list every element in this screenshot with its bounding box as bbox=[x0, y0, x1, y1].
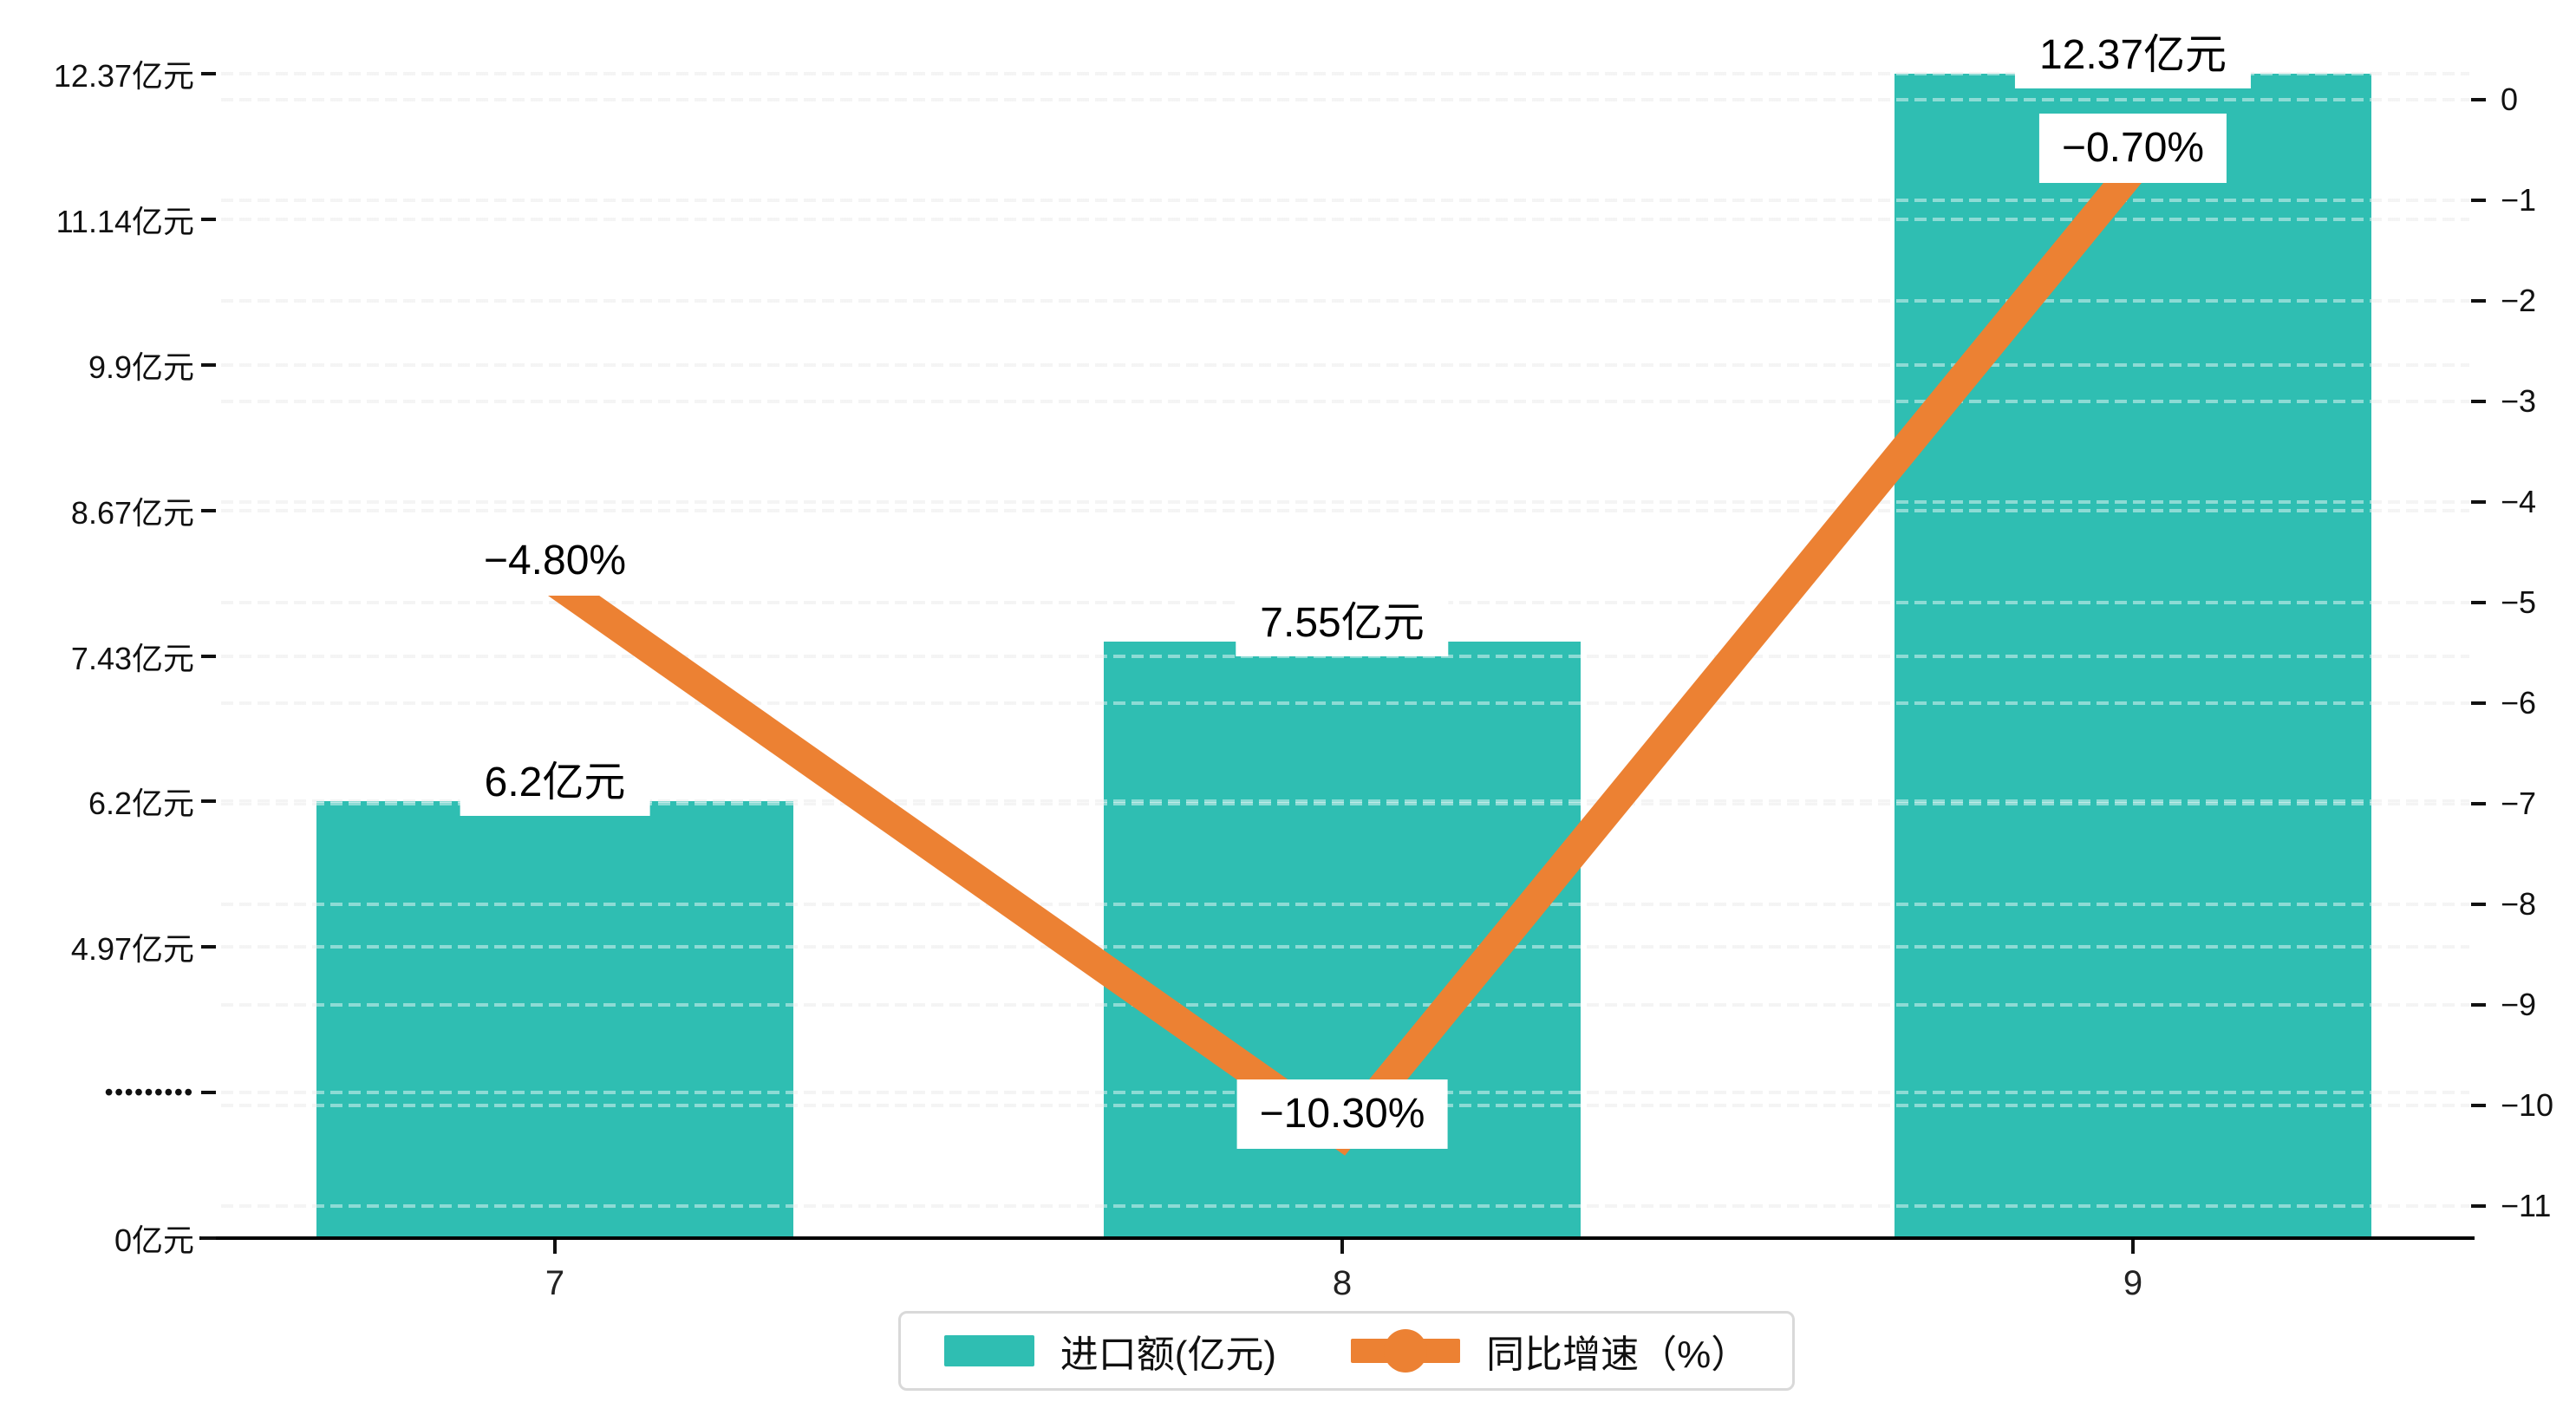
right-axis-tick bbox=[2471, 500, 2486, 504]
right-axis-tick-label: −2 bbox=[2501, 283, 2537, 318]
gridline bbox=[221, 362, 2469, 367]
gridline-overlay bbox=[221, 799, 2469, 804]
gridline bbox=[221, 72, 2469, 75]
gridline-overlay bbox=[221, 1204, 2469, 1208]
left-axis-tick bbox=[201, 1236, 216, 1240]
legend-item-growth-rate[interactable]: 同比增速（%） bbox=[1351, 1323, 1749, 1379]
left-axis-tick-label: 9.9亿元 bbox=[88, 349, 194, 385]
right-axis-tick bbox=[2471, 299, 2486, 303]
left-axis-tick-label: 8.67亿元 bbox=[70, 494, 194, 531]
right-axis-tick-label: −10 bbox=[2501, 1087, 2554, 1123]
gridline-overlay bbox=[221, 500, 2469, 504]
left-axis-tick bbox=[201, 945, 216, 949]
gridline bbox=[221, 400, 2469, 403]
bar-swatch-icon bbox=[943, 1335, 1034, 1366]
left-axis-tick-label: 6.2亿元 bbox=[88, 786, 194, 822]
x-axis-tick bbox=[1340, 1240, 1344, 1254]
x-axis-tick bbox=[553, 1240, 557, 1254]
left-axis-tick bbox=[201, 508, 216, 512]
right-axis-tick bbox=[2471, 601, 2486, 604]
legend-label-growth-rate: 同比增速（%） bbox=[1486, 1333, 1750, 1376]
legend: 进口额(亿元) 同比增速（%） bbox=[898, 1311, 1795, 1391]
gridline bbox=[221, 299, 2469, 303]
gridline-overlay bbox=[221, 508, 2469, 512]
left-axis-tick bbox=[201, 217, 216, 221]
bar-value-label: 6.2亿元 bbox=[460, 750, 650, 817]
right-axis-tick-label: −1 bbox=[2501, 182, 2537, 218]
line-value-label: −0.70% bbox=[2038, 114, 2227, 184]
gridline-overlay bbox=[221, 802, 2469, 805]
x-axis-category-label: 7 bbox=[545, 1264, 565, 1302]
left-axis-tick bbox=[201, 1091, 216, 1095]
gridline-overlay bbox=[221, 701, 2469, 705]
right-axis-tick-label: −11 bbox=[2501, 1188, 2552, 1223]
gridline bbox=[221, 217, 2469, 221]
gridline-overlay bbox=[221, 1003, 2469, 1007]
gridline bbox=[221, 98, 2469, 101]
left-axis-tick-label: 4.97亿元 bbox=[70, 931, 194, 968]
left-axis-tick bbox=[201, 799, 216, 804]
bar-month-9 bbox=[1895, 74, 2371, 1238]
line-value-label: −10.30% bbox=[1236, 1079, 1448, 1149]
gridline-overlay bbox=[221, 903, 2469, 906]
left-axis-tick bbox=[201, 362, 216, 367]
line-value-label: −4.80% bbox=[460, 525, 649, 596]
x-axis-line bbox=[199, 1236, 2475, 1240]
right-axis-tick-label: −5 bbox=[2501, 584, 2537, 620]
right-axis-tick bbox=[2471, 802, 2486, 805]
right-axis-tick bbox=[2471, 903, 2486, 906]
gridline-overlay bbox=[221, 217, 2469, 221]
right-axis-tick bbox=[2471, 1003, 2486, 1007]
bar-value-label: 12.37亿元 bbox=[2014, 23, 2252, 88]
gridline-overlay bbox=[221, 945, 2469, 949]
right-axis-tick-label: −8 bbox=[2501, 886, 2537, 922]
x-axis-category-label: 9 bbox=[2123, 1264, 2143, 1302]
line-marker-icon bbox=[1351, 1339, 1461, 1363]
bar-value-label: 7.55亿元 bbox=[1236, 590, 1449, 657]
right-axis-tick-label: 0 bbox=[2501, 82, 2519, 117]
right-axis-tick bbox=[2471, 199, 2486, 202]
right-axis-tick bbox=[2471, 98, 2486, 101]
left-axis-tick-label: 7.43亿元 bbox=[70, 640, 194, 676]
right-axis-tick bbox=[2471, 400, 2486, 403]
right-axis-tick-label: −7 bbox=[2501, 786, 2537, 821]
right-axis-tick bbox=[2471, 1204, 2486, 1208]
right-axis-tick-label: −6 bbox=[2501, 685, 2537, 721]
legend-label-import-value: 进口额(亿元) bbox=[1060, 1333, 1277, 1376]
left-axis-tick-label: 0亿元 bbox=[114, 1223, 194, 1258]
gridline-overlay bbox=[221, 72, 2469, 75]
gridline-overlay bbox=[221, 400, 2469, 403]
bar-month-7 bbox=[316, 801, 793, 1238]
right-axis-tick-label: −4 bbox=[2501, 484, 2537, 519]
right-axis-tick bbox=[2471, 701, 2486, 705]
x-axis-tick bbox=[2131, 1240, 2135, 1254]
gridline bbox=[221, 508, 2469, 512]
left-axis-tick bbox=[201, 72, 216, 75]
right-axis-tick-label: −9 bbox=[2501, 987, 2537, 1022]
gridline-overlay bbox=[221, 98, 2469, 101]
left-axis-tick-label: ••••••••• bbox=[104, 1079, 194, 1105]
right-axis-tick-label: −3 bbox=[2501, 383, 2537, 419]
left-axis-tick-label: 11.14亿元 bbox=[55, 203, 194, 239]
x-axis-category-label: 8 bbox=[1332, 1264, 1353, 1302]
left-axis-tick-label: 12.37亿元 bbox=[53, 58, 194, 94]
legend-item-import-value[interactable]: 进口额(亿元) bbox=[943, 1323, 1277, 1379]
right-axis-tick bbox=[2471, 1104, 2486, 1107]
gridline bbox=[221, 199, 2469, 202]
left-axis-tick bbox=[201, 654, 216, 658]
gridline-overlay bbox=[221, 199, 2469, 202]
gridline-overlay bbox=[221, 299, 2469, 303]
gridline-overlay bbox=[221, 362, 2469, 367]
gridline bbox=[221, 500, 2469, 504]
